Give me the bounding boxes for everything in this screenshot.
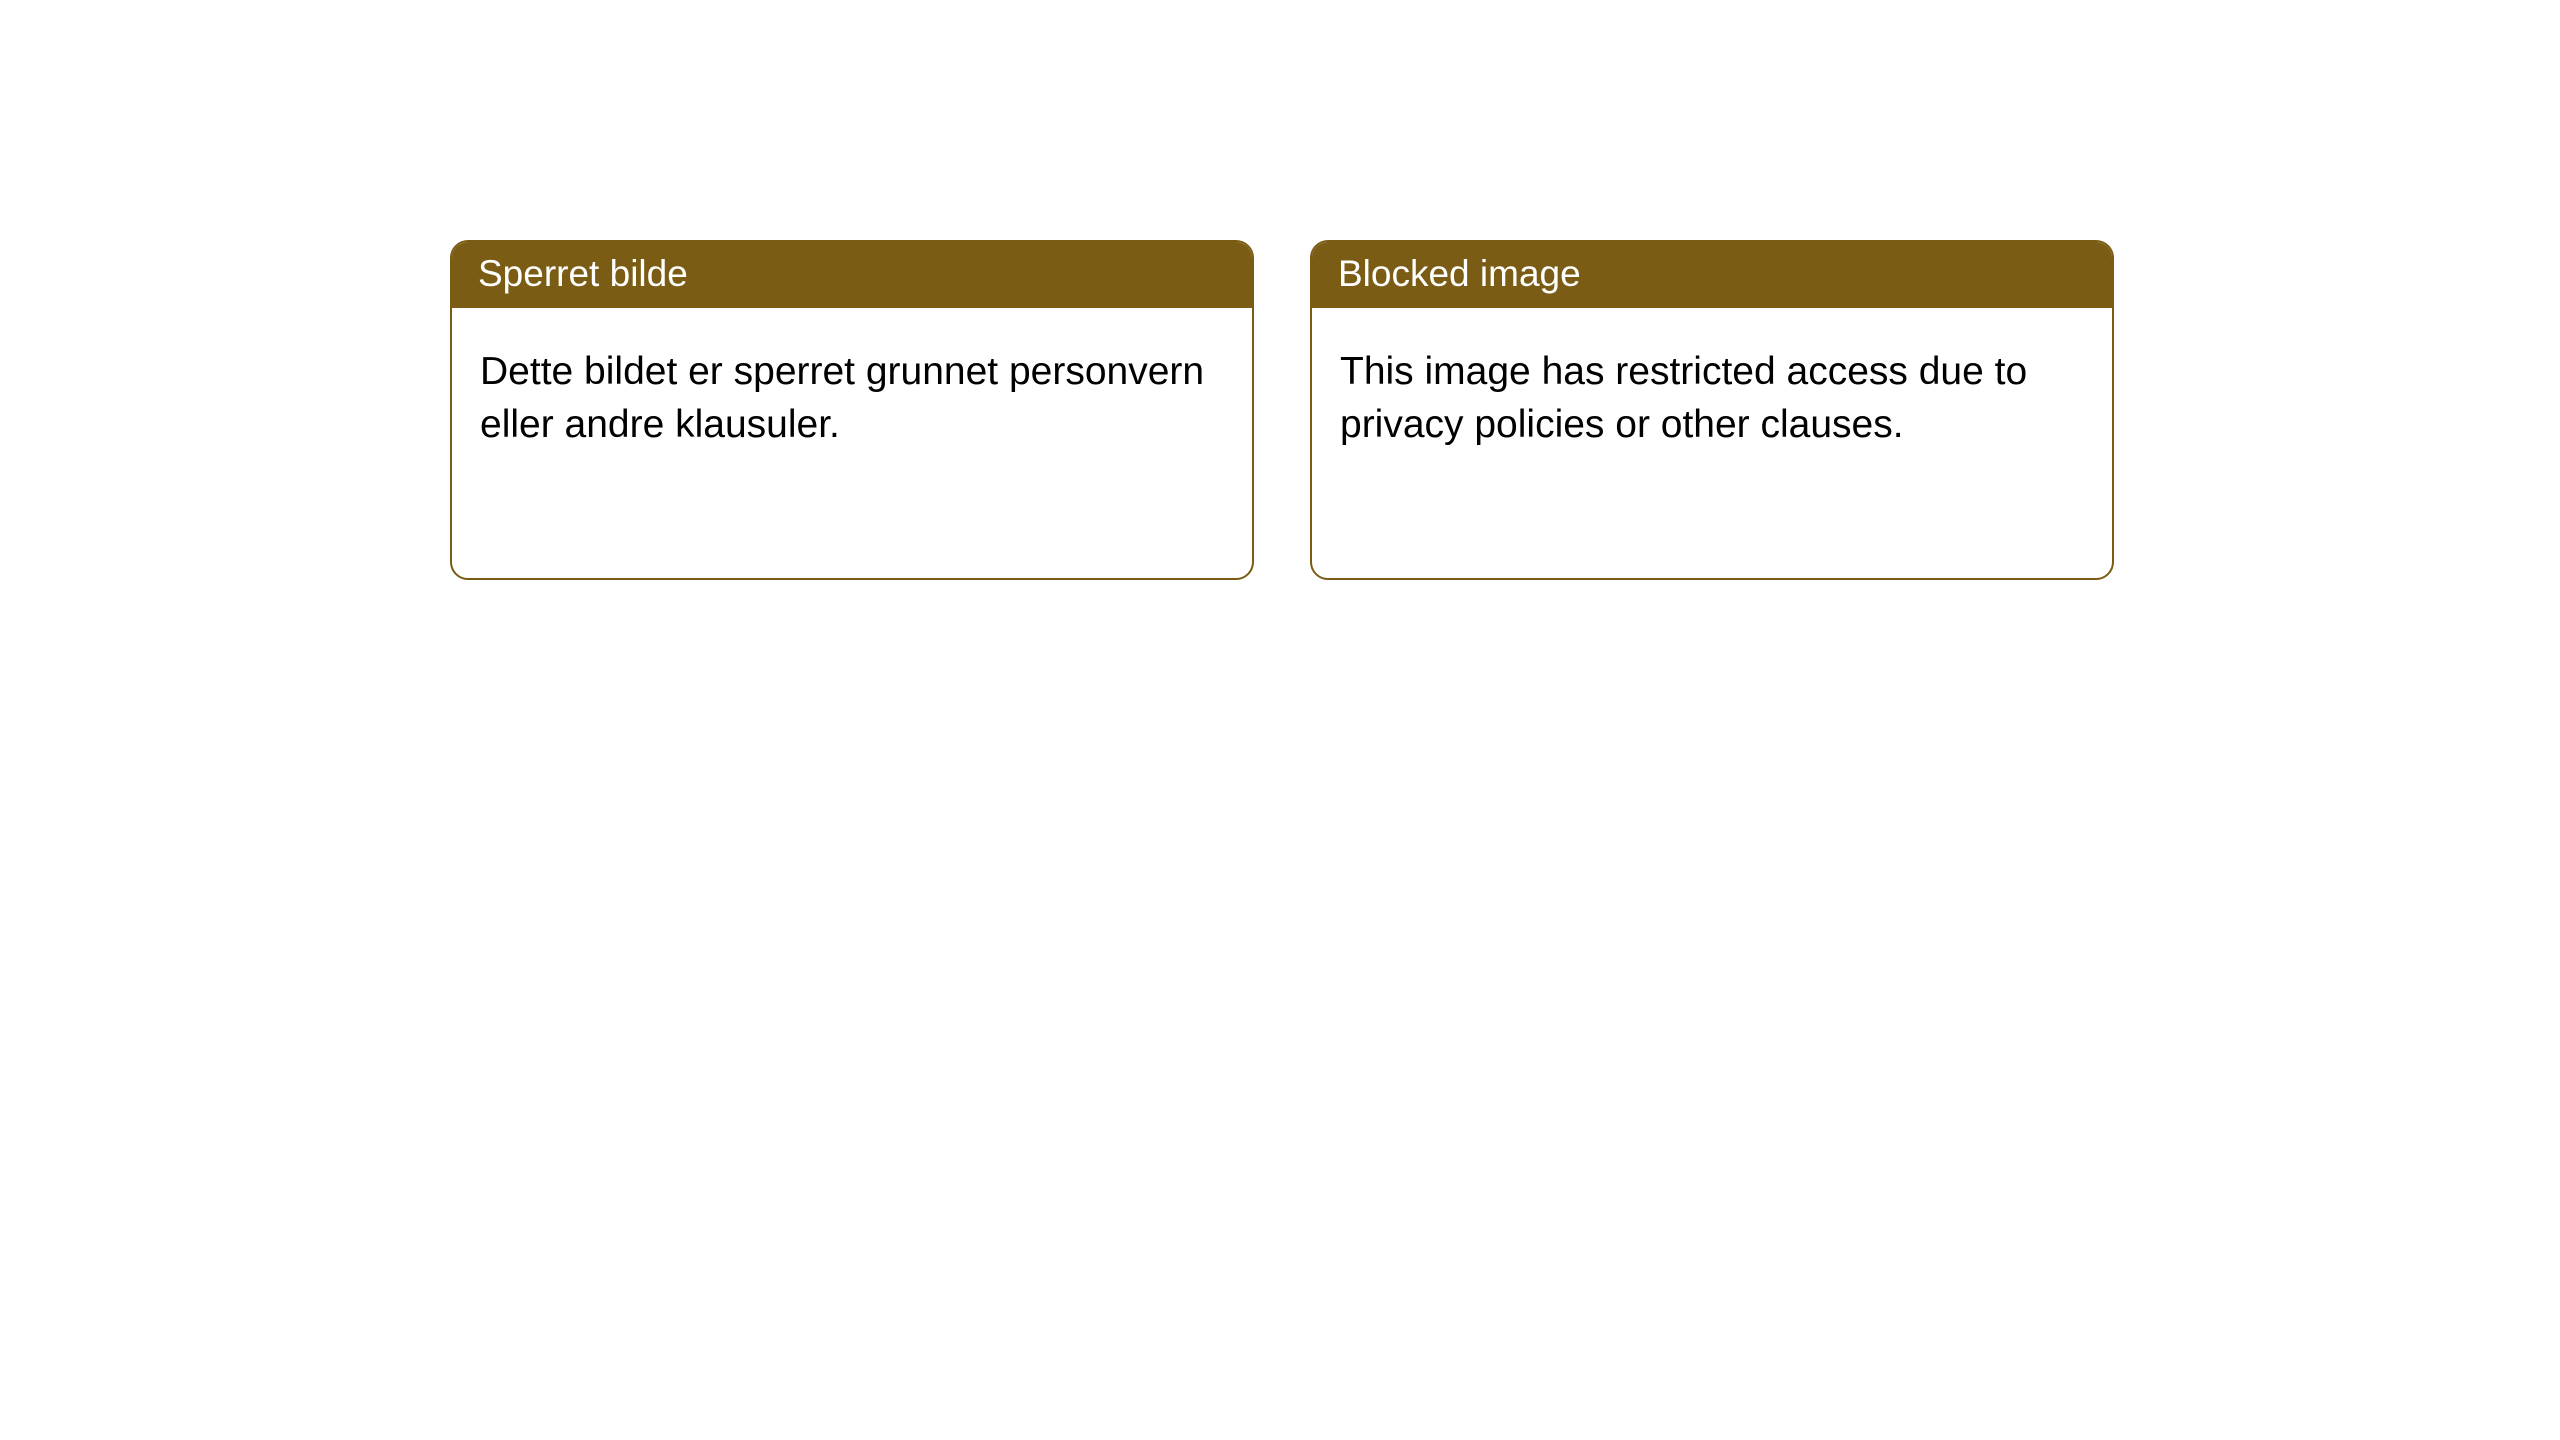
notice-cards-container: Sperret bilde Dette bildet er sperret gr… <box>0 0 2560 580</box>
card-header: Blocked image <box>1312 242 2112 308</box>
card-title: Sperret bilde <box>478 253 688 294</box>
notice-card-english: Blocked image This image has restricted … <box>1310 240 2114 580</box>
card-body: This image has restricted access due to … <box>1312 308 2112 479</box>
card-body: Dette bildet er sperret grunnet personve… <box>452 308 1252 479</box>
card-body-text: Dette bildet er sperret grunnet personve… <box>480 350 1204 446</box>
card-body-text: This image has restricted access due to … <box>1340 350 2027 446</box>
card-title: Blocked image <box>1338 253 1581 294</box>
notice-card-norwegian: Sperret bilde Dette bildet er sperret gr… <box>450 240 1254 580</box>
card-header: Sperret bilde <box>452 242 1252 308</box>
